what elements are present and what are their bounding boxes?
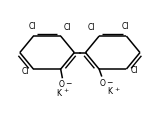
Text: K: K <box>107 87 112 96</box>
Text: +: + <box>114 86 120 91</box>
Text: Cl: Cl <box>88 23 95 32</box>
Text: Cl: Cl <box>122 22 129 31</box>
Text: O: O <box>99 78 105 87</box>
Text: +: + <box>63 88 68 93</box>
Text: −: − <box>65 79 71 88</box>
Text: O: O <box>59 79 64 88</box>
Text: Cl: Cl <box>29 22 36 31</box>
Text: −: − <box>106 77 112 86</box>
Text: Cl: Cl <box>21 66 29 75</box>
Text: Cl: Cl <box>64 23 71 32</box>
Text: Cl: Cl <box>130 66 138 75</box>
Text: K: K <box>56 88 61 97</box>
